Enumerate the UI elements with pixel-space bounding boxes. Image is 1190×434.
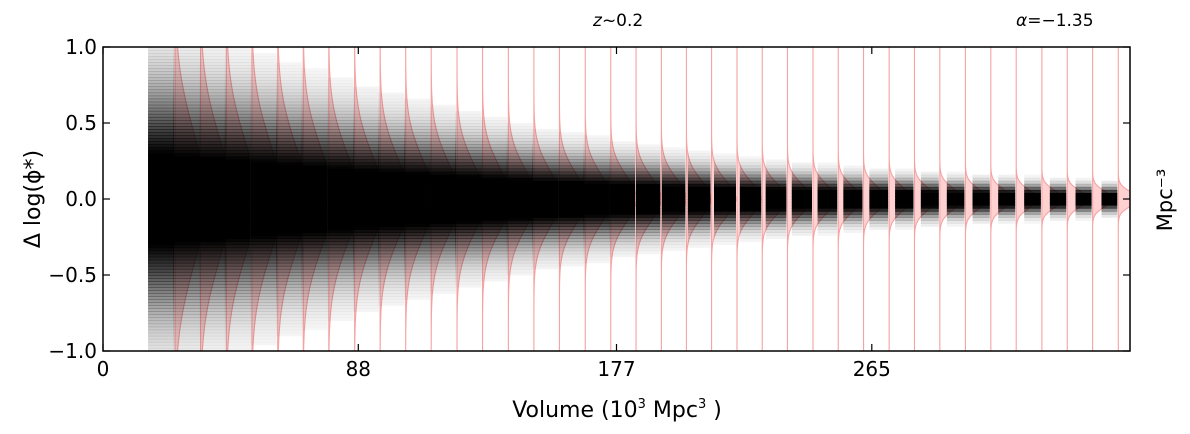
- density-strip: [998, 174, 1016, 224]
- alpha-annotation: α=−1.35: [1016, 11, 1094, 31]
- density-strip: [1075, 177, 1092, 221]
- density-strip: [765, 159, 787, 240]
- redshift-annotation: z~0.2: [592, 11, 643, 31]
- y-tick-label: 0.0: [65, 187, 97, 211]
- density-strip: [430, 104, 457, 294]
- x-axis: 0 88 177 265: [97, 47, 891, 381]
- y-tick-label: 0.5: [65, 111, 97, 135]
- x-tick-label: 265: [853, 357, 891, 381]
- density-strip: [661, 150, 686, 249]
- density-strip: [895, 168, 914, 230]
- y-axis-right-label: Mpc⁻³: [1153, 169, 1177, 232]
- density-strip: [173, 47, 200, 351]
- violin-column: [1101, 47, 1130, 351]
- density-strip: [481, 116, 508, 282]
- violin-column: [301, 47, 358, 351]
- y-axis: 1.0 0.5 0.0 −0.5 −1.0: [48, 35, 1130, 363]
- density-strip: [506, 123, 533, 276]
- density-strip: [224, 47, 251, 351]
- density-strip: [791, 162, 812, 236]
- density-strip: [404, 98, 431, 300]
- density-strip: [817, 165, 838, 233]
- density-strip: [583, 138, 610, 261]
- density-strip: [250, 56, 277, 343]
- y-tick-label: −0.5: [48, 263, 97, 287]
- density-strip: [532, 129, 559, 270]
- x-tick-label: 0: [97, 357, 110, 381]
- density-strip: [869, 168, 889, 230]
- density-strip: [739, 156, 762, 243]
- density-strip: [199, 47, 226, 351]
- x-tick-label: 88: [346, 357, 371, 381]
- density-strip: [558, 132, 585, 267]
- y-axis-label: Δ log(ϕ*): [21, 150, 46, 248]
- y-tick-label: −1.0: [48, 339, 97, 363]
- density-strip: [455, 110, 482, 288]
- density-strip: [276, 62, 303, 337]
- density-strip: [1101, 180, 1118, 218]
- density-strip: [327, 80, 354, 319]
- density-strip: [843, 165, 863, 233]
- density-strip: [946, 171, 965, 227]
- y-tick-label: 1.0: [65, 35, 97, 59]
- density-strip: [972, 174, 990, 224]
- violin-column: [327, 47, 384, 351]
- density-strip: [148, 47, 175, 351]
- x-axis-label: Volume (103 Mpc3 ): [512, 397, 722, 423]
- density-strip: [609, 141, 636, 258]
- density-strip: [1049, 177, 1067, 221]
- density-strip: [687, 150, 711, 249]
- violin-plot-area: [148, 47, 1130, 351]
- density-strip: [920, 171, 939, 227]
- density-strip: [378, 92, 405, 306]
- density-strip: [714, 156, 737, 243]
- density-strip: [353, 86, 380, 312]
- density-strip: [635, 144, 661, 255]
- density-strip: [1024, 177, 1041, 221]
- density-strip: [301, 71, 328, 328]
- x-tick-label: 177: [597, 357, 635, 381]
